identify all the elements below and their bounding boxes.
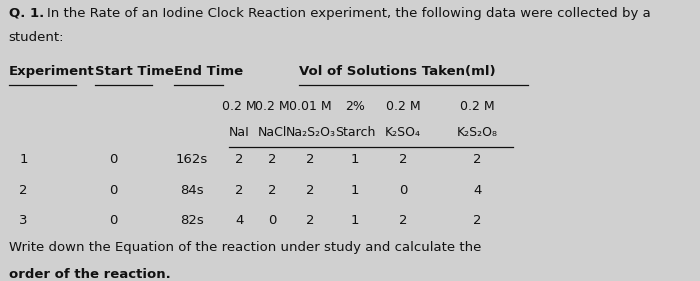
Text: 3: 3 (19, 214, 27, 227)
Text: Experiment: Experiment (8, 65, 95, 78)
Text: 0.2 M: 0.2 M (222, 100, 257, 113)
Text: 162s: 162s (176, 153, 208, 166)
Text: 0.2 M: 0.2 M (460, 100, 494, 113)
Text: 82s: 82s (180, 214, 204, 227)
Text: 2: 2 (398, 153, 407, 166)
Text: 2: 2 (307, 214, 315, 227)
Text: Starch: Starch (335, 126, 375, 139)
Text: Na₂S₂O₃: Na₂S₂O₃ (286, 126, 336, 139)
Text: 0: 0 (109, 153, 118, 166)
Text: 2: 2 (473, 153, 482, 166)
Text: 2: 2 (307, 185, 315, 198)
Text: K₂S₂O₈: K₂S₂O₈ (456, 126, 498, 139)
Text: In the Rate of an Iodine Clock Reaction experiment, the following data were coll: In the Rate of an Iodine Clock Reaction … (47, 7, 650, 20)
Text: 2: 2 (267, 185, 276, 198)
Text: 1: 1 (351, 153, 360, 166)
Text: 0: 0 (109, 214, 118, 227)
Text: 0: 0 (399, 185, 407, 198)
Text: 2: 2 (307, 153, 315, 166)
Text: 0.2 M: 0.2 M (386, 100, 420, 113)
Text: Vol of Solutions Taken(ml): Vol of Solutions Taken(ml) (299, 65, 496, 78)
Text: 1: 1 (351, 185, 360, 198)
Text: order of the reaction.: order of the reaction. (8, 268, 170, 281)
Text: 2: 2 (267, 153, 276, 166)
Text: 0.2 M: 0.2 M (255, 100, 289, 113)
Text: End Time: End Time (174, 65, 243, 78)
Text: 1: 1 (19, 153, 27, 166)
Text: 0: 0 (268, 214, 277, 227)
Text: Write down the Equation of the reaction under study and calculate the: Write down the Equation of the reaction … (8, 241, 481, 254)
Text: 0.01 M: 0.01 M (289, 100, 332, 113)
Text: NaI: NaI (229, 126, 250, 139)
Text: 2: 2 (398, 214, 407, 227)
Text: 2%: 2% (345, 100, 365, 113)
Text: Start Time: Start Time (95, 65, 174, 78)
Text: 0: 0 (109, 185, 118, 198)
Text: Q. 1.: Q. 1. (8, 7, 44, 20)
Text: K₂SO₄: K₂SO₄ (385, 126, 421, 139)
Text: 84s: 84s (180, 185, 204, 198)
Text: 2: 2 (473, 214, 482, 227)
Text: 2: 2 (235, 153, 244, 166)
Text: 4: 4 (473, 185, 482, 198)
Text: 2: 2 (235, 185, 244, 198)
Text: 2: 2 (19, 185, 27, 198)
Text: 4: 4 (235, 214, 244, 227)
Text: student:: student: (8, 31, 64, 44)
Text: NaCl: NaCl (258, 126, 287, 139)
Text: 1: 1 (351, 214, 360, 227)
